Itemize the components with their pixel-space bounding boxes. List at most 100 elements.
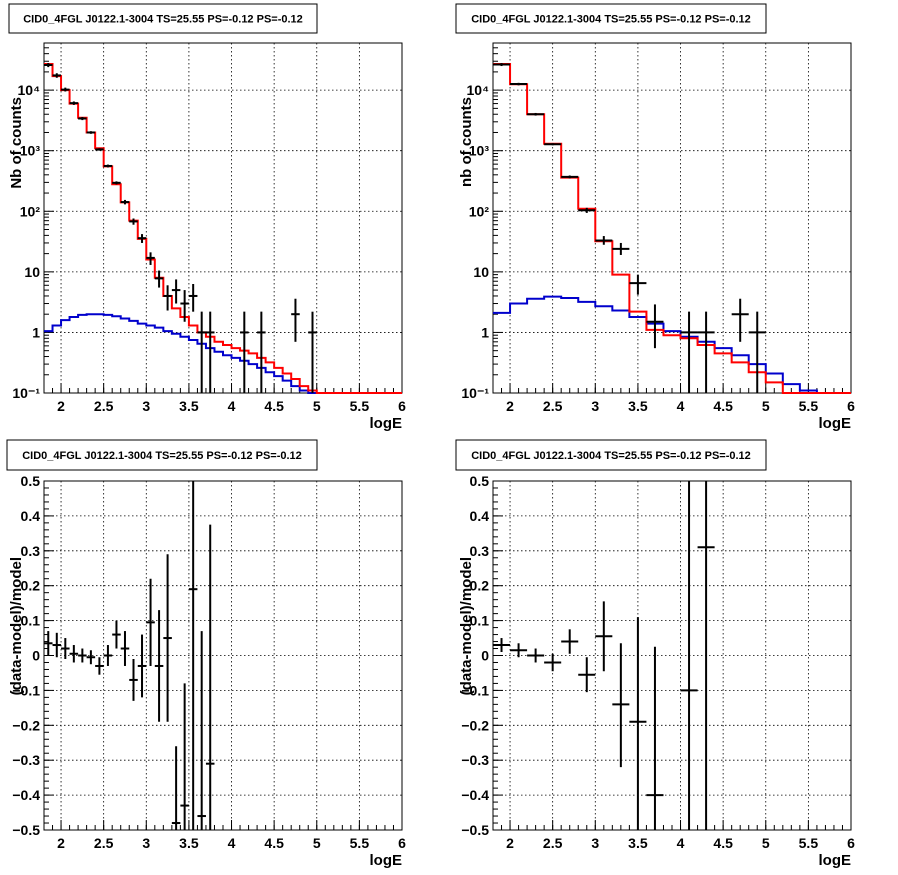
data-points xyxy=(44,63,317,393)
data-point xyxy=(308,311,317,393)
x-tick-label: 4 xyxy=(228,835,236,851)
data-points xyxy=(493,481,715,830)
y-tick-label: −0.4 xyxy=(461,787,489,803)
y-tick-label: 1 xyxy=(32,324,40,340)
x-tick-label: 4.5 xyxy=(264,835,284,851)
data-point xyxy=(646,304,664,349)
data-point xyxy=(697,481,715,830)
data-point xyxy=(595,601,613,672)
x-tick-label: 6 xyxy=(398,835,406,851)
x-tick-label: 2.5 xyxy=(94,398,114,414)
y-tick-label: 0.4 xyxy=(21,508,41,524)
x-tick-label: 4.5 xyxy=(264,398,284,414)
title-box xyxy=(455,439,767,471)
data-point xyxy=(544,143,562,146)
data-point xyxy=(163,285,172,311)
x-tick-label: 3.5 xyxy=(628,398,648,414)
plot-frame xyxy=(43,42,403,394)
data-point xyxy=(680,481,698,830)
data-point xyxy=(69,645,79,663)
x-tick-label: 3.5 xyxy=(628,835,648,851)
data-point xyxy=(44,631,53,656)
chart-title: CID0_4FGL J0122.1-3004 TS=25.55 PS=-0.12… xyxy=(22,450,302,462)
data-point xyxy=(61,87,70,92)
data-point xyxy=(527,112,545,116)
x-axis-title: logE xyxy=(819,415,852,432)
data-point xyxy=(612,643,630,768)
data-point xyxy=(137,634,147,698)
y-tick-label: 1 xyxy=(481,324,489,340)
y-tick-label: 10 xyxy=(24,264,40,280)
data-point xyxy=(95,657,104,675)
y-tick-label: 10⁴ xyxy=(467,82,490,98)
y-tick-label: −0.1 xyxy=(461,682,489,698)
data-point xyxy=(146,252,155,265)
data-point xyxy=(629,617,647,830)
data-point xyxy=(748,311,766,393)
data-point xyxy=(731,298,749,342)
x-tick-label: 2.5 xyxy=(543,398,563,414)
data-point xyxy=(154,270,164,288)
data-point xyxy=(52,632,62,658)
data-point xyxy=(103,645,113,666)
x-tick-label: 2 xyxy=(57,835,65,851)
title-box xyxy=(8,3,318,34)
y-tick-label: −0.5 xyxy=(12,822,40,838)
y-tick-label: 0.3 xyxy=(470,543,490,559)
data-point xyxy=(154,610,164,722)
x-tick-label: 4.5 xyxy=(713,835,733,851)
y-tick-label: 10³ xyxy=(469,143,490,159)
y-tick-label: 0 xyxy=(32,648,40,664)
data-point xyxy=(69,101,79,105)
x-tick-label: 3.5 xyxy=(179,398,199,414)
title-box xyxy=(455,3,767,34)
x-tick-label: 5 xyxy=(762,398,770,414)
x-tick-label: 5 xyxy=(313,835,321,851)
data-point xyxy=(595,236,613,245)
data-point xyxy=(180,683,189,830)
x-tick-label: 2 xyxy=(506,398,514,414)
y-tick-label: −0.1 xyxy=(12,682,40,698)
data-point xyxy=(112,181,121,185)
data-point xyxy=(510,643,528,658)
data-point xyxy=(52,73,62,78)
x-tick-label: 4.5 xyxy=(713,398,733,414)
data-point xyxy=(188,481,198,830)
y-axis-title: Nb of counts xyxy=(8,97,25,189)
y-tick-label: −0.2 xyxy=(12,717,40,733)
y-tick-label: −0.5 xyxy=(461,822,489,838)
data-point xyxy=(697,311,715,393)
data-point xyxy=(578,657,596,693)
y-tick-label: 0.1 xyxy=(470,613,490,629)
x-tick-label: 6 xyxy=(847,398,855,414)
y-tick-label: 0.2 xyxy=(470,578,490,594)
data-point xyxy=(120,631,130,666)
title-box xyxy=(6,439,318,471)
data-point xyxy=(112,620,121,649)
data-point xyxy=(44,63,53,68)
chart-panel-3: CID0_4FGL J0122.1-3004 TS=25.55 PS=-0.12… xyxy=(6,439,406,869)
data-point xyxy=(493,638,511,653)
x-tick-label: 2.5 xyxy=(94,835,114,851)
x-tick-label: 4 xyxy=(677,398,685,414)
data-points xyxy=(44,481,215,830)
data-point xyxy=(493,63,511,67)
x-tick-label: 6 xyxy=(847,835,855,851)
x-tick-label: 3.5 xyxy=(179,835,199,851)
data-point xyxy=(612,242,630,255)
data-point xyxy=(197,311,206,393)
x-tick-label: 5.5 xyxy=(799,398,819,414)
data-point xyxy=(129,658,138,701)
data-point xyxy=(257,311,266,393)
data-point xyxy=(578,207,596,213)
x-tick-label: 3 xyxy=(142,398,150,414)
data-point xyxy=(527,648,545,663)
data-point xyxy=(171,746,181,830)
x-tick-label: 2.5 xyxy=(543,835,563,851)
data-point xyxy=(146,578,155,666)
x-axis-title: logE xyxy=(370,415,403,432)
y-tick-label: −0.2 xyxy=(461,717,489,733)
y-tick-label: −0.3 xyxy=(461,752,489,768)
y-tick-label: 10² xyxy=(20,203,41,219)
